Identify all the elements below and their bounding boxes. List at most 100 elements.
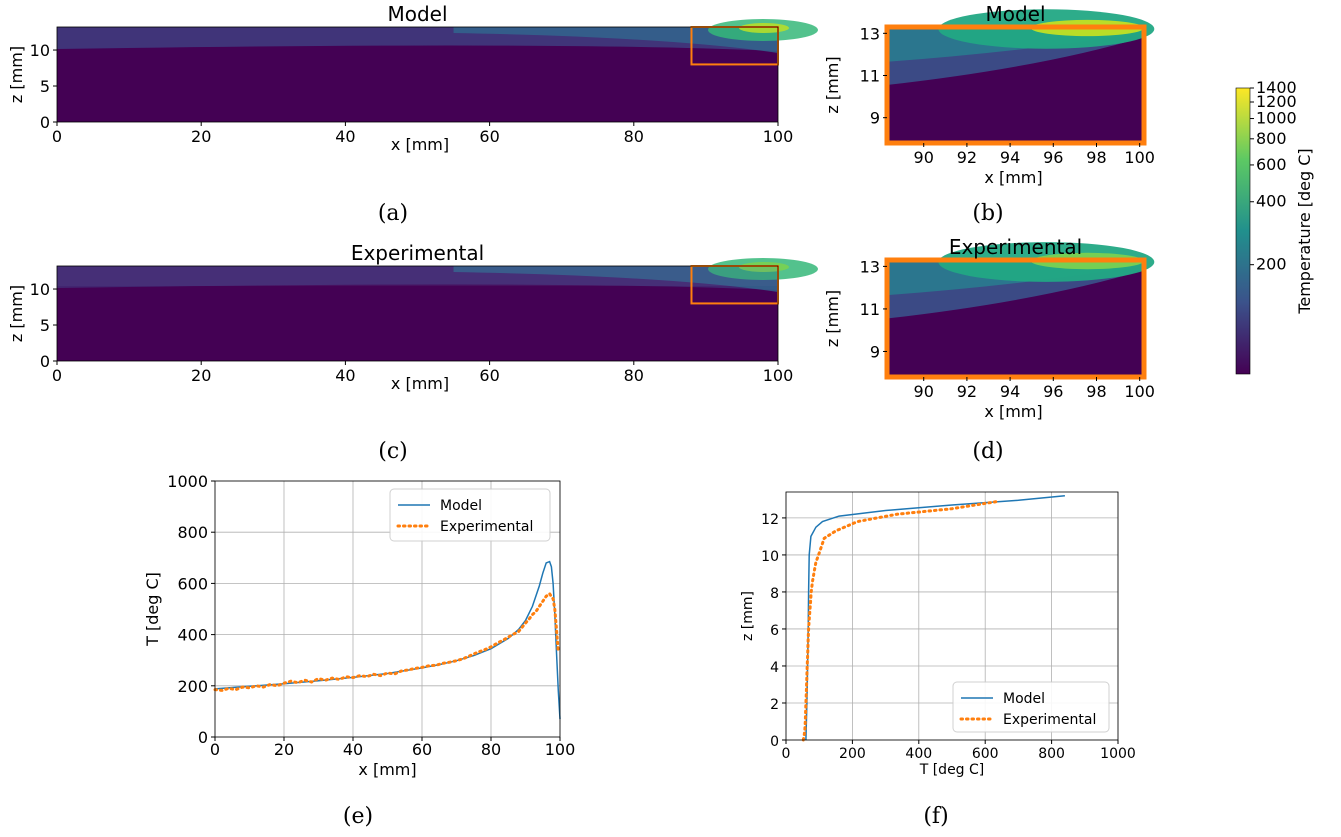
y-axis-label: T [deg C] <box>143 572 162 647</box>
subfigure-caption: (e) <box>343 804 373 829</box>
y-tick-label: 10 <box>30 280 50 299</box>
y-tick-label: 10 <box>30 41 50 60</box>
chart-title: Model <box>387 2 447 26</box>
x-tick-label: 94 <box>1000 148 1020 167</box>
colorbar-tick-label: 400 <box>1256 192 1287 211</box>
legend-label-model: Model <box>440 498 482 514</box>
x-tick-label: 100 <box>1124 148 1155 167</box>
heatmap-d <box>884 242 1155 380</box>
x-axis-label: x [mm] <box>391 135 449 154</box>
y-axis-label: z [mm] <box>7 285 26 342</box>
x-tick-label: 60 <box>479 366 499 385</box>
x-tick-label: 92 <box>957 148 977 167</box>
x-tick-label: 40 <box>343 740 363 759</box>
y-tick-label: 9 <box>870 342 880 361</box>
y-tick-label: 11 <box>860 300 880 319</box>
x-axis-label: x [mm] <box>358 760 416 779</box>
y-tick-label: 9 <box>870 109 880 128</box>
x-axis-label: x [mm] <box>984 402 1042 421</box>
x-axis-label: x [mm] <box>391 374 449 393</box>
y-tick-label: 4 <box>770 660 779 676</box>
heatmap-mid-band <box>453 27 778 53</box>
x-tick-label: 98 <box>1086 148 1106 167</box>
x-tick-label: 96 <box>1043 382 1063 401</box>
y-tick-label: 5 <box>40 316 50 335</box>
x-tick-label: 600 <box>972 746 999 762</box>
colorbar-tick-label: 1400 <box>1256 78 1297 97</box>
y-tick-label: 11 <box>860 67 880 86</box>
x-tick-label: 98 <box>1086 382 1106 401</box>
x-tick-label: 60 <box>412 740 432 759</box>
colorbar-tick-label: 1200 <box>1256 92 1297 111</box>
legend-label-experimental: Experimental <box>1003 712 1096 728</box>
x-tick-label: 100 <box>763 366 794 385</box>
x-tick-label: 40 <box>335 127 355 146</box>
y-axis-label: z [mm] <box>7 46 26 103</box>
x-tick-label: 100 <box>545 740 576 759</box>
colorbar-tick-label: 600 <box>1256 155 1287 174</box>
x-tick-label: 80 <box>624 366 644 385</box>
line-chart-e <box>213 480 561 738</box>
x-tick-label: 800 <box>1038 746 1065 762</box>
y-axis-label: z [mm] <box>740 591 756 641</box>
colorbar-tick-label: 200 <box>1256 255 1287 274</box>
y-tick-label: 0 <box>40 352 50 371</box>
x-tick-label: 1000 <box>1100 746 1136 762</box>
y-tick-label: 12 <box>761 512 779 528</box>
x-tick-label: 90 <box>914 382 934 401</box>
y-tick-label: 600 <box>177 574 208 593</box>
y-tick-label: 800 <box>177 523 208 542</box>
x-axis-label: x [mm] <box>984 168 1042 187</box>
line-chart-f <box>785 491 1119 742</box>
subfigure-caption: (b) <box>972 201 1003 226</box>
x-tick-label: 100 <box>1124 382 1155 401</box>
y-tick-label: 0 <box>770 734 779 750</box>
series-experimental-line <box>801 499 1000 742</box>
x-tick-label: 80 <box>481 740 501 759</box>
y-tick-label: 13 <box>860 24 880 43</box>
y-tick-label: 400 <box>177 626 208 645</box>
zoom-frame <box>884 257 1147 380</box>
x-tick-label: 0 <box>210 740 220 759</box>
x-tick-label: 200 <box>839 746 866 762</box>
x-tick-label: 60 <box>479 127 499 146</box>
subfigure-caption: (f) <box>923 804 948 829</box>
y-axis-label: z [mm] <box>823 56 842 113</box>
series-model-line <box>805 494 1065 741</box>
x-tick-label: 94 <box>1000 382 1020 401</box>
y-tick-label: 10 <box>761 549 779 565</box>
x-tick-label: 80 <box>624 127 644 146</box>
x-tick-label: 0 <box>52 366 62 385</box>
axes-frame <box>56 265 779 362</box>
subfigure-caption: (d) <box>972 439 1003 464</box>
colorbar-label: Temperature [deg C] <box>1295 148 1314 314</box>
y-tick-label: 2 <box>770 697 779 713</box>
y-tick-label: 200 <box>177 677 208 696</box>
x-tick-label: 20 <box>191 127 211 146</box>
zoom-frame <box>884 24 1147 146</box>
x-tick-label: 0 <box>52 127 62 146</box>
x-tick-label: 92 <box>957 382 977 401</box>
x-tick-label: 90 <box>914 148 934 167</box>
colorbar <box>1235 87 1251 375</box>
heatmap-a <box>56 19 818 123</box>
legend-label-model: Model <box>1003 691 1045 707</box>
subfigure-caption: (c) <box>378 439 408 464</box>
heatmap-noise-band <box>57 266 778 286</box>
heatmap-b <box>884 9 1155 146</box>
legend-box <box>389 488 551 542</box>
y-tick-label: 6 <box>770 623 779 639</box>
x-axis-label: T [deg C] <box>919 762 985 778</box>
chart-title: Model <box>985 2 1045 26</box>
legend-box <box>952 681 1110 733</box>
x-tick-label: 20 <box>274 740 294 759</box>
heatmap-c <box>56 258 818 362</box>
subfigure-caption: (a) <box>378 201 408 226</box>
axes-frame <box>785 491 1119 741</box>
y-tick-label: 13 <box>860 257 880 276</box>
y-tick-label: 0 <box>198 728 208 747</box>
axes-frame <box>214 480 561 738</box>
y-tick-label: 8 <box>770 586 779 602</box>
chart-title: Experimental <box>351 241 484 265</box>
